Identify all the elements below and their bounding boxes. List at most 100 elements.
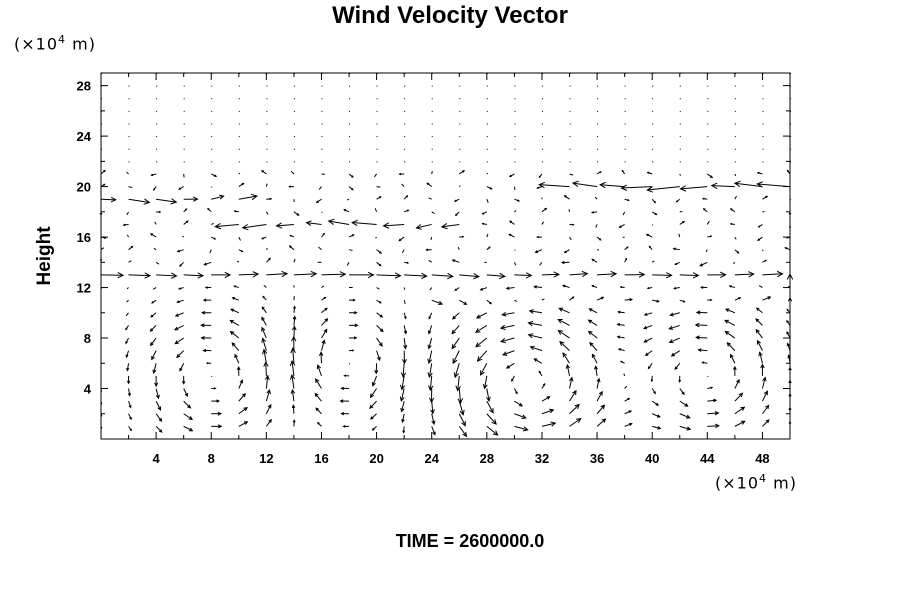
vector-arrowhead [234, 353, 238, 359]
vector-arrowhead [204, 286, 208, 289]
vector-dot [431, 123, 433, 125]
vector-arrow [265, 389, 271, 402]
vector-arrowhead [371, 381, 376, 387]
vector-arrow [558, 330, 570, 339]
vector-arrowhead [598, 390, 603, 396]
vector-arrow [126, 363, 130, 371]
vector-arrowhead [174, 313, 179, 317]
vector-arrowhead [646, 186, 654, 193]
vector-arrowhead [461, 235, 465, 238]
vector-arrowhead [451, 344, 457, 350]
vector-arrowhead [748, 271, 755, 278]
vector-arrowhead [179, 264, 182, 267]
vector-arrowhead [382, 222, 390, 229]
vector-dot [238, 161, 240, 163]
vector-arrowhead [685, 414, 691, 419]
x-unit-suffix: m) [767, 473, 797, 493]
vector-arrowhead [756, 339, 761, 345]
vector-arrow [679, 425, 691, 430]
vector-dot [624, 136, 626, 138]
vector-arrow [376, 337, 383, 347]
vector-arrowhead [509, 220, 512, 224]
vector-arrow [761, 377, 766, 389]
vector-arrow [486, 172, 489, 175]
vector-arrow [678, 233, 681, 238]
vector-arrowhead [463, 301, 468, 305]
vector-arrowhead [482, 383, 488, 390]
vector-arrowhead [343, 374, 347, 377]
vector-field [99, 73, 794, 438]
vector-arrowhead [473, 273, 480, 280]
chart-title: Wind Velocity Vector [332, 2, 568, 29]
y-tick-label: 16 [77, 230, 91, 245]
vector-arrowhead [150, 314, 154, 318]
vector-arrowhead [149, 233, 154, 236]
vector-arrowhead [533, 285, 537, 289]
vector-dot [597, 110, 599, 112]
x-tick-label: 20 [369, 451, 383, 466]
vector-arrowhead [155, 394, 160, 400]
vector-dot [734, 98, 736, 100]
vector-arrow [506, 287, 515, 289]
vector-arrowhead [563, 195, 567, 198]
vector-dot [211, 148, 213, 150]
vector-arrowhead [656, 299, 660, 303]
vector-arrowhead [522, 426, 529, 432]
vector-arrowhead [511, 378, 514, 382]
vector-arrow [428, 259, 433, 263]
vector-arrowhead [500, 337, 506, 344]
vector-arrow [594, 196, 598, 200]
x-tick-label: 32 [535, 451, 549, 466]
vector-arrowhead [736, 378, 740, 384]
vector-dot [349, 85, 351, 87]
vector-arrowhead [217, 411, 223, 416]
vector-dot [459, 123, 461, 125]
vector-arrowhead [599, 171, 602, 174]
vector-arrow [762, 296, 771, 301]
vector-arrow [480, 363, 488, 376]
vector-arrowhead [681, 391, 685, 396]
vector-arrow [761, 249, 764, 252]
vector-arrow [707, 425, 719, 427]
vector-dot [376, 110, 378, 112]
vector-dot [404, 161, 406, 163]
vector-arrow [183, 388, 188, 397]
vector-arrowhead [528, 309, 534, 314]
vector-arrowhead [724, 330, 730, 336]
vector-dot [459, 161, 461, 163]
vector-dot [569, 85, 571, 87]
vector-dot [183, 136, 185, 138]
vector-arrow [346, 262, 350, 266]
vector-arrowhead [310, 270, 318, 278]
vector-dot [486, 85, 488, 87]
vector-arrowhead [187, 404, 192, 409]
vector-arrowhead [479, 287, 483, 291]
vector-arrow [263, 349, 267, 364]
vector-arrow [261, 306, 267, 314]
vector-arrowhead [557, 329, 564, 335]
vector-arrowhead [176, 249, 180, 253]
vector-arrow [348, 249, 353, 251]
vector-arrow [183, 400, 191, 409]
vector-dot [321, 110, 323, 112]
vector-arrowhead [154, 382, 159, 388]
vector-arrowhead [644, 352, 649, 357]
vector-arrowhead [239, 379, 244, 384]
vector-arrowhead [252, 271, 260, 278]
vector-arrowhead [151, 301, 154, 304]
vector-arrow [126, 171, 129, 175]
vector-arrowhead [646, 286, 650, 290]
x-tick-label: 40 [645, 451, 659, 466]
vector-arrowhead [575, 417, 582, 424]
vector-arrow [430, 236, 433, 241]
vector-arrowhead [406, 261, 410, 264]
vector-arrow [431, 426, 436, 435]
vector-arrow [762, 273, 783, 276]
vector-arrow [314, 393, 322, 402]
vector-dot [734, 136, 736, 138]
vector-arrow [126, 299, 129, 303]
vector-arrow [572, 182, 598, 188]
vector-dot [156, 161, 158, 163]
vector-arrowhead [755, 307, 760, 311]
vector-arrowhead [562, 284, 566, 288]
